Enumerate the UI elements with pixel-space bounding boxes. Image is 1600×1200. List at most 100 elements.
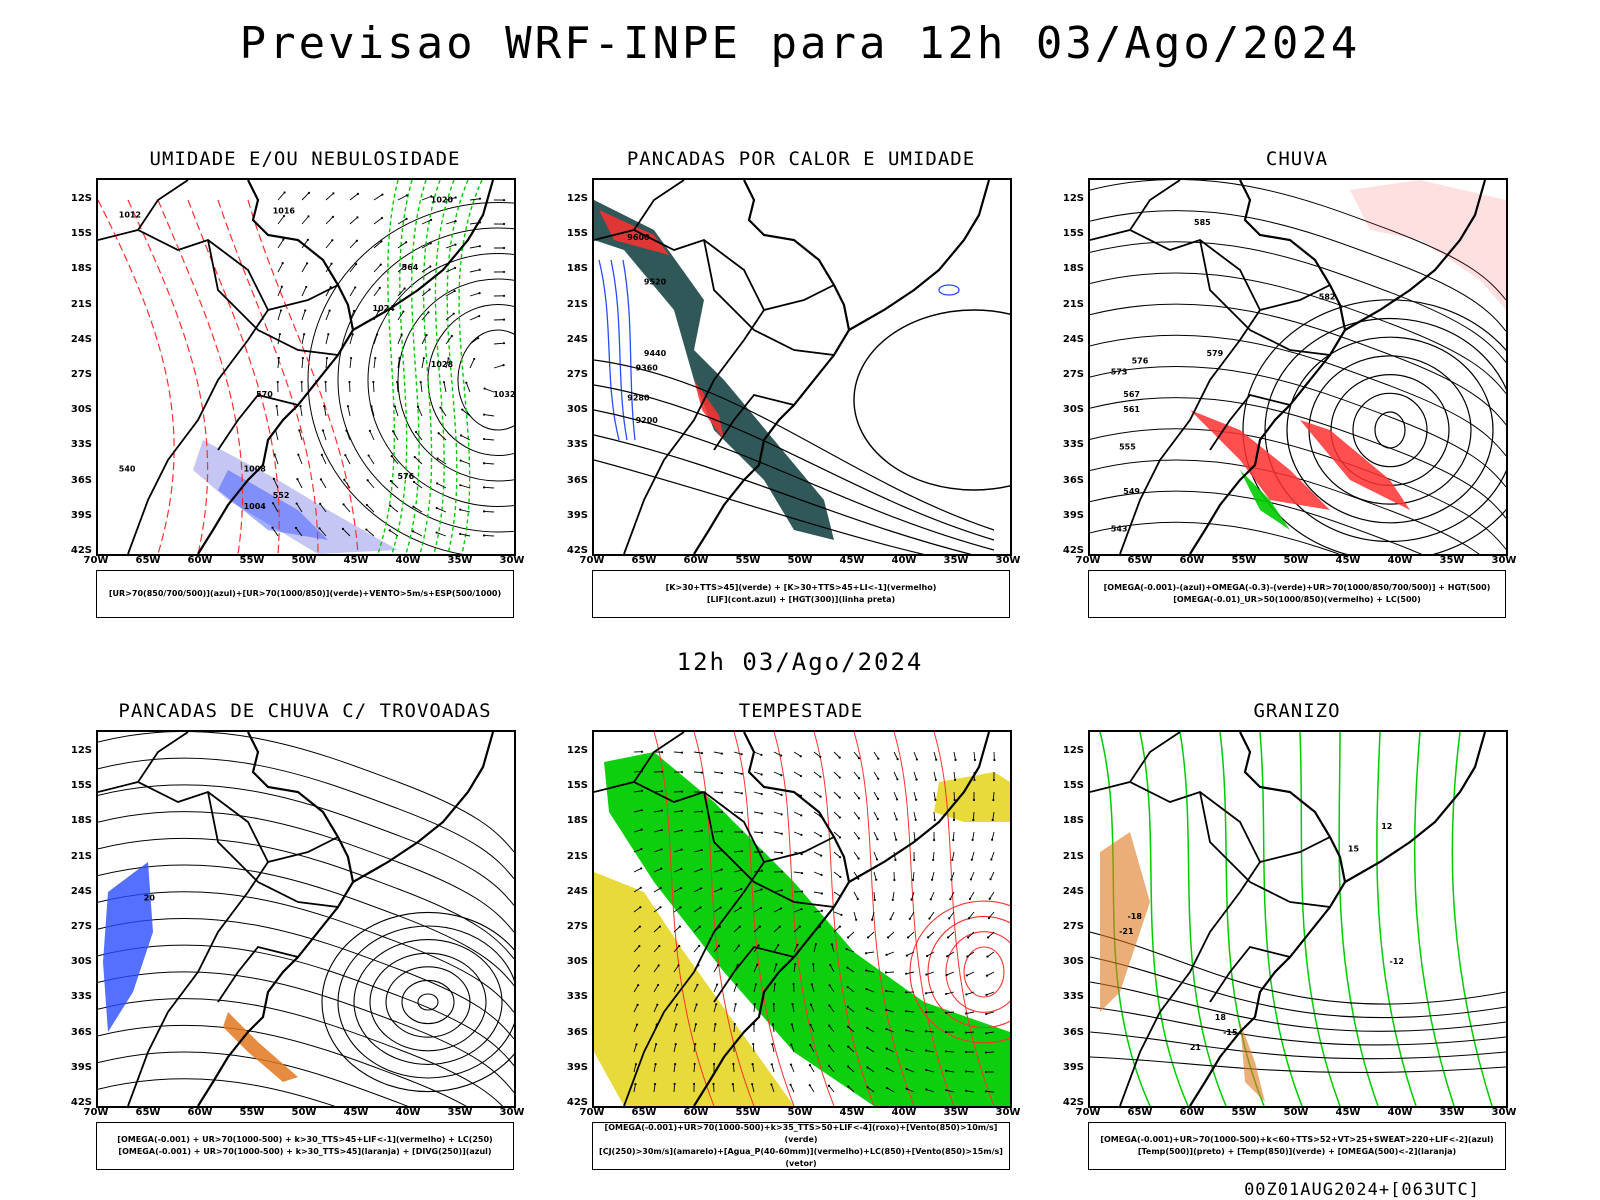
wind-vector-head [866, 1066, 869, 1069]
wind-vector [421, 242, 432, 249]
lat-label: 33S [1062, 439, 1084, 451]
wind-vector-head [954, 778, 957, 782]
wind-vector-head [914, 818, 917, 821]
wind-vector [484, 438, 495, 441]
wind-vector [301, 358, 304, 369]
wind-vector-head [659, 886, 662, 890]
wind-vector-head [344, 454, 347, 457]
wind-vector-head [790, 1043, 793, 1046]
wind-vector [853, 911, 857, 920]
lon-label: 40W [1387, 1107, 1413, 1118]
wind-vector-head [945, 973, 948, 977]
contour-label: 585 [1194, 218, 1211, 227]
wind-vector [484, 388, 495, 393]
wind-vector-head [720, 752, 723, 755]
lat-label: 30S [566, 956, 588, 968]
wind-vector [967, 931, 975, 938]
lat-label: 39S [566, 509, 588, 521]
wind-vector-head [820, 909, 824, 912]
wind-vector-head [349, 356, 353, 360]
wind-vector-head [790, 1023, 793, 1026]
wind-vector-head [655, 1043, 658, 1046]
wind-vector [813, 944, 817, 953]
wind-vector [445, 290, 455, 297]
wind-vector [673, 751, 683, 754]
geo-boundary [763, 284, 835, 311]
wind-vector [343, 479, 351, 489]
wind-vector [483, 486, 495, 489]
wind-vector-head [904, 991, 908, 994]
contour-label: 579 [1206, 349, 1223, 358]
wind-vector [653, 868, 662, 873]
wind-vector-head [952, 838, 955, 842]
wind-vector-head [838, 756, 841, 759]
wind-vector-head [819, 755, 822, 759]
lon-label: 60W [1179, 555, 1205, 566]
lat-label: 36S [70, 474, 92, 486]
humidity-contour [419, 180, 441, 554]
wind-vector [673, 1083, 676, 1093]
thickness-contour [247, 199, 359, 554]
wind-vector-head [302, 333, 306, 336]
geo-boundary [594, 229, 766, 554]
legend-pancadas-calor: [K>30+TTS>45](verde) + [K>30+TTS>45+LI<-… [592, 570, 1010, 618]
wind-vector [713, 984, 718, 993]
wind-vector [301, 334, 305, 345]
wind-vector-head [634, 1063, 638, 1066]
wind-vector-head [973, 778, 976, 782]
wind-vector [810, 1024, 815, 1033]
wind-vector-head [866, 1046, 869, 1049]
wind-vector [277, 192, 285, 201]
wind-vector [297, 454, 303, 465]
wind-vector [673, 945, 680, 953]
wind-vector [989, 891, 995, 899]
wind-vector-head [875, 858, 879, 861]
lat-label: 27S [566, 921, 588, 932]
wind-vector-head [482, 510, 486, 513]
wind-vector [791, 1024, 795, 1033]
isoline [367, 253, 514, 507]
wind-vector [946, 1011, 955, 1014]
wind-vector-head [777, 944, 780, 947]
wind-vector-head [327, 333, 330, 336]
map-canvas-chuva: 585 582 579 576 573 567 561 555 549 543 [1090, 180, 1506, 554]
wind-vector-head [412, 505, 415, 508]
wind-vector-head [847, 1085, 850, 1088]
lat-label: 42S [1062, 545, 1084, 556]
wind-vector-head [428, 288, 431, 291]
contour-label: -21 [1119, 927, 1134, 936]
wind-vector [873, 871, 877, 880]
wind-vector [319, 528, 327, 537]
wind-vector-head [676, 983, 679, 987]
wind-vector-head [342, 503, 345, 506]
map-canvas-tempestade [594, 732, 1010, 1106]
wind-vector [469, 269, 480, 273]
streamline [98, 998, 504, 1106]
wind-vector [713, 751, 722, 755]
isoline [397, 278, 514, 482]
wind-vector [790, 1064, 795, 1073]
wind-vector [753, 811, 762, 814]
wind-vector-head [478, 268, 481, 271]
wind-vector-head [740, 753, 743, 756]
wind-vector [867, 931, 875, 938]
wind-vector-head [454, 266, 457, 270]
wind-vector [653, 984, 659, 993]
wind-vector [966, 991, 975, 995]
wind-vector [773, 926, 781, 933]
geo-boundary [267, 836, 339, 863]
wind-vector-head [847, 1065, 850, 1068]
geo-boundary [633, 180, 685, 231]
wind-vector [300, 406, 303, 417]
wind-vector-head [945, 1069, 948, 1072]
wind-vector [713, 1004, 717, 1013]
wind-vector [866, 970, 875, 973]
lon-label: 60W [1179, 1107, 1205, 1118]
wind-vector [371, 406, 375, 417]
wind-vector [366, 504, 375, 513]
wind-vector [813, 831, 822, 837]
wind-vector [633, 848, 642, 853]
wind-vector [773, 944, 779, 953]
wind-vector-head [740, 887, 743, 891]
wind-vector-head [478, 245, 481, 248]
